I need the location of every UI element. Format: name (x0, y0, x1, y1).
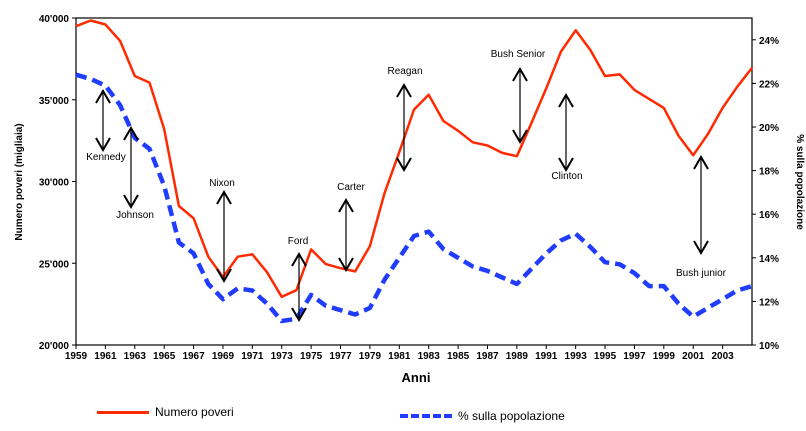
annotation-arrow-head-up (216, 190, 232, 205)
x-tick-label: 1961 (94, 351, 117, 362)
legend-numero-poveri: Numero poveri (97, 405, 234, 419)
x-tick-label: 1999 (653, 351, 676, 362)
x-tick-label: 1985 (447, 351, 470, 362)
annotation-bush-senior: Bush Senior (491, 49, 546, 144)
right-y-tick-label: 12% (759, 297, 779, 308)
series-line-numero-poveri (75, 19, 753, 299)
x-tick-label: 1983 (418, 351, 441, 362)
annotation-arrow-head-up (396, 83, 412, 98)
x-tick-label: 1997 (623, 351, 646, 362)
x-tick-label: 1967 (182, 351, 205, 362)
annotation-label: Bush Senior (491, 49, 546, 60)
annotation-arrow-head-up (512, 67, 528, 82)
annotation-bush-junior: Bush junior (676, 155, 727, 279)
x-tick-label: 1981 (388, 351, 411, 362)
x-tick-label: 1995 (594, 351, 617, 362)
x-tick-label: 1987 (476, 351, 499, 362)
annotation-arrow-head-down (123, 194, 139, 209)
x-tick-label: 1977 (329, 351, 352, 362)
x-tick-label: 1975 (300, 351, 323, 362)
legend-label-numero-poveri: Numero poveri (155, 405, 234, 419)
annotation-arrow-head-up (123, 126, 139, 141)
annotation-label: Clinton (551, 171, 582, 182)
annotation-arrow-head-up (558, 93, 574, 108)
annotation-label: Kennedy (86, 152, 125, 163)
annotation-arrow-head-down (216, 268, 232, 283)
right-y-tick-label: 24% (759, 36, 779, 47)
left-y-tick-label: 35'000 (39, 96, 70, 107)
annotation-arrow-head-down (95, 137, 111, 152)
left-y-tick-label: 25'000 (39, 259, 70, 270)
x-tick-label: 1963 (124, 351, 147, 362)
right-y-tick-label: 20% (759, 123, 779, 134)
x-tick-label: 1979 (359, 351, 382, 362)
annotation-clinton: Clinton (551, 93, 583, 182)
right-y-tick-label: 10% (759, 341, 779, 352)
legend-dashed-swatch (400, 414, 452, 418)
annotation-label: Nixon (209, 178, 235, 189)
president-annotations: Kennedy Johnson Nixon Ford Carter Reagan Bush … (86, 49, 727, 322)
left-y-tick-label: 20'000 (39, 341, 70, 352)
annotation-arrow-head-down (338, 257, 354, 272)
x-axis-ticks: 1959 1961 1963 1965 1967 1969 1971 1973 1975 1977… (65, 345, 734, 362)
annotation-label: Johnson (116, 210, 154, 221)
annotation-johnson: Johnson (116, 126, 154, 221)
series-line-percentuale (75, 72, 753, 324)
annotation-kennedy: Kennedy (86, 89, 126, 163)
x-axis-title: Anni (402, 370, 431, 385)
right-y-tick-label: 16% (759, 210, 779, 221)
annotation-label: Reagan (387, 66, 422, 77)
x-tick-label: 1965 (153, 351, 176, 362)
x-tick-label: 1991 (535, 351, 558, 362)
x-tick-label: 2003 (711, 351, 734, 362)
left-y-axis-title: Numero poveri (migliaia) (14, 123, 25, 240)
x-tick-label: 2001 (682, 351, 705, 362)
annotation-arrow-head-up (291, 252, 307, 267)
legend-solid-swatch (97, 410, 149, 414)
left-y-tick-label: 40'000 (39, 14, 70, 25)
x-tick-label: 1993 (565, 351, 588, 362)
annotation-carter: Carter (337, 182, 366, 272)
x-tick-label: 1959 (65, 351, 88, 362)
annotation-arrow-head-up (95, 89, 111, 104)
annotation-reagan: Reagan (387, 66, 423, 172)
legend-label-percentuale: % sulla popolazione (458, 409, 565, 423)
right-y-axis-title: % sulla popolazione (794, 134, 805, 230)
annotation-nixon: Nixon (209, 178, 235, 283)
annotation-arrow-head-down (396, 157, 412, 172)
annotation-arrow-head-down (693, 240, 709, 255)
annotation-arrow-head-down (558, 157, 574, 172)
x-tick-label: 1971 (241, 351, 264, 362)
x-tick-label: 1989 (506, 351, 529, 362)
annotation-label: Bush junior (676, 268, 727, 279)
x-tick-label: 1969 (212, 351, 235, 362)
left-y-axis-ticks: 20'000 25'000 30'000 35'000 40'000 (39, 14, 76, 352)
right-y-tick-label: 14% (759, 254, 779, 265)
left-y-tick-label: 30'000 (39, 178, 70, 189)
annotation-ford: Ford (288, 236, 309, 322)
legend-percentuale: % sulla popolazione (400, 409, 565, 423)
annotation-arrow-head-up (693, 155, 709, 170)
annotation-label: Carter (337, 182, 365, 193)
annotation-arrow-head-up (338, 198, 354, 213)
x-tick-label: 1973 (271, 351, 294, 362)
right-y-tick-label: 18% (759, 167, 779, 178)
annotation-arrow-head-down (291, 307, 307, 322)
right-y-tick-label: 22% (759, 79, 779, 90)
annotation-arrow-head-down (512, 129, 528, 144)
right-y-axis-ticks: 10% 12% 14% 16% 18% 20% 22% 24% (752, 36, 779, 352)
series-layer (75, 19, 753, 324)
annotation-label: Ford (288, 236, 309, 247)
